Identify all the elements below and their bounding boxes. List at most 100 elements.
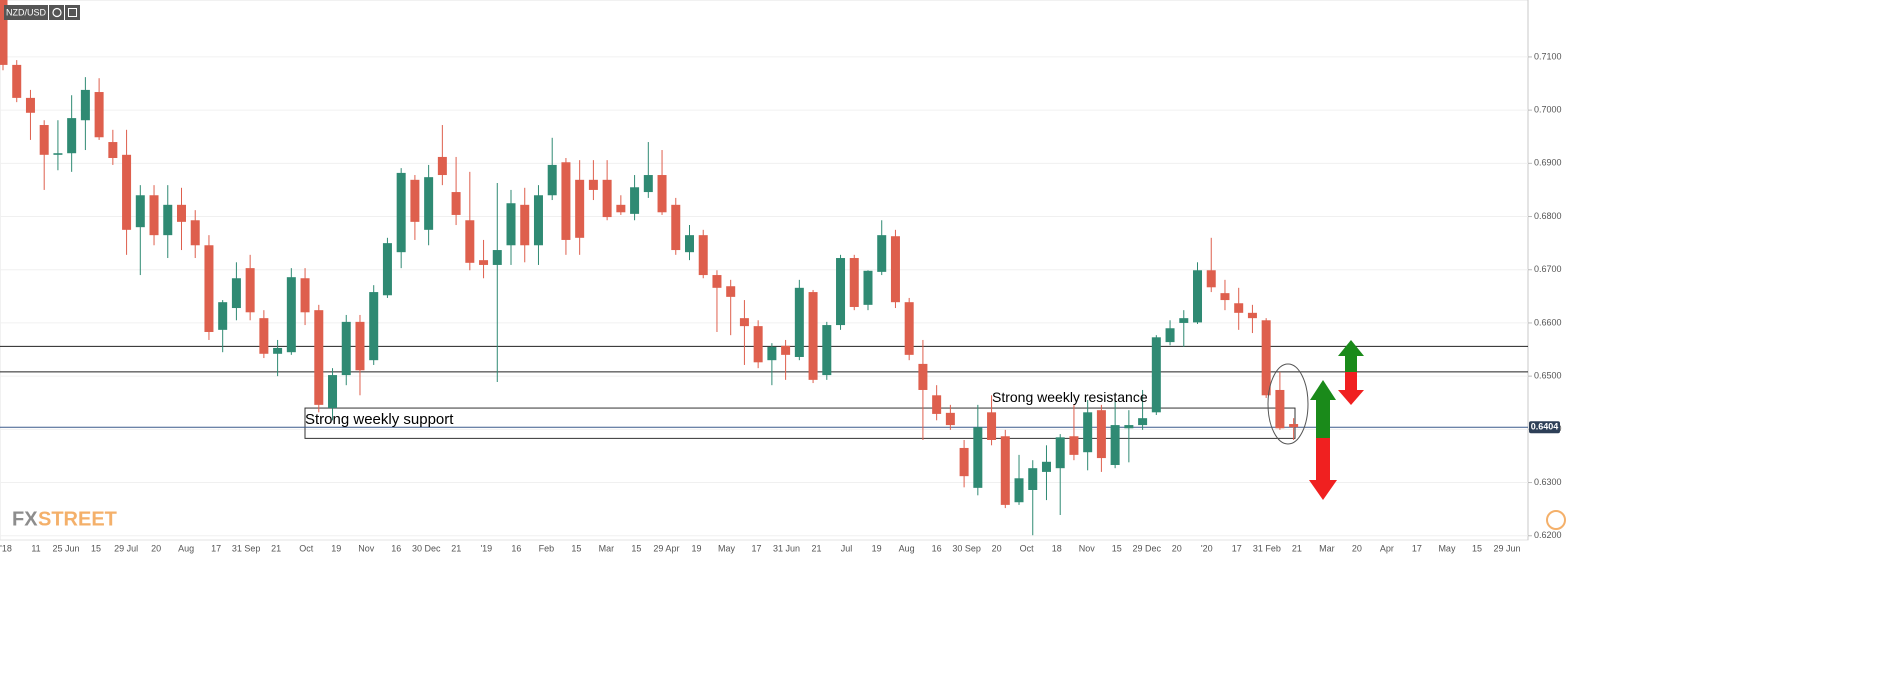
calendar-button[interactable] [65,5,80,20]
x-tick-label: 19 [691,543,701,553]
candle-body [1220,293,1230,301]
candle-body [836,258,846,326]
x-tick-label: May [718,543,736,553]
candle-body [424,177,434,230]
x-tick-label: '20 [1201,543,1213,553]
small-arrow-up-shaft [1345,354,1357,372]
x-tick-label: Oct [299,543,314,553]
x-tick-label: 16 [511,543,521,553]
candle-body [437,156,447,176]
x-tick-label: 30 Sep [952,543,981,553]
small-arrow-down-shaft [1345,372,1357,390]
candle-body [314,310,324,405]
candle-body [135,195,145,228]
x-tick-label: May [1438,543,1456,553]
candle-body [945,412,955,426]
candle-body [808,292,818,380]
x-tick-label: 30 Dec [412,543,441,553]
y-tick-label: 0.6700 [1534,264,1562,274]
last-price-label: 0.6404 [1531,422,1559,432]
refresh-button[interactable] [49,5,64,20]
x-tick-label: 29 Dec [1132,543,1161,553]
candle-body [1193,270,1203,323]
zone [304,407,1296,439]
candle-body [1028,468,1038,490]
candle-body [80,89,90,121]
chat-icon[interactable] [1546,510,1566,530]
candle-body [39,125,49,155]
candle-body [1138,418,1148,426]
candle-body [1055,437,1065,469]
x-tick-label: 29 Jun [1493,543,1520,553]
candle-body [204,245,214,332]
candle-body [1110,425,1120,465]
symbol: NZD/USD [6,7,46,17]
candle-body [1275,389,1285,429]
candle-body [781,345,791,355]
last-price-badge [1529,421,1560,434]
x-tick-label: 29 Jul [114,543,138,553]
candle-body [492,250,502,265]
candle-body [520,204,530,246]
y-tick-label: 0.6200 [1534,530,1562,540]
candle-body [1041,461,1051,472]
x-tick-label: 20 [1172,543,1182,553]
candle-body [616,204,626,213]
candle-body [932,395,942,414]
candle-body [176,204,186,222]
candle-body [53,153,63,155]
x-tick-label: 31 Feb [1253,543,1281,553]
candle-body [739,318,749,327]
candle-body [67,118,77,154]
candle-body [657,175,667,213]
candle-body [533,195,543,246]
x-tick-label: 19 [872,543,882,553]
x-tick-label: Aug [178,543,194,553]
x-tick-label: 17 [1412,543,1422,553]
candle-body [341,321,351,376]
candle-body [122,154,132,230]
x-tick-label: 21 [451,543,461,553]
x-tick-label: 17 [211,543,221,553]
candle-body [602,179,612,218]
candle-body [163,204,173,236]
candle-body [959,447,969,477]
arrow-down-shaft [1316,438,1330,482]
candle-body [1261,320,1271,396]
candle-body [218,302,228,330]
support-label: Strong weekly support [305,411,454,428]
candle-body [1165,328,1175,343]
candle-body [987,412,997,440]
candle-body [108,142,118,159]
candle-body [794,287,804,357]
candle-body [671,204,681,251]
logo-fx: FX [12,508,38,530]
y-tick-label: 0.6500 [1534,371,1562,381]
small-arrow-up-head [1338,340,1364,356]
candle-body [561,162,571,240]
symbol-badge[interactable] [4,5,48,20]
candle-body [149,195,159,236]
candle-body [753,326,763,363]
candle-body [630,187,640,214]
candle-body [410,179,420,222]
candle-body [685,235,694,253]
arrow-down-head [1309,480,1337,500]
x-tick-label: 15 [91,543,101,553]
x-tick-label: 18 [1052,543,1062,553]
candle-body [575,179,585,238]
candle-body [300,278,310,313]
y-tick-label: 0.7100 [1534,51,1562,61]
x-tick-label: Mar [599,543,615,553]
candle-body [355,321,365,371]
x-tick-label: 21 [271,543,281,553]
x-tick-label: Oct [1020,543,1035,553]
candle-body [904,302,914,355]
x-tick-label: Feb [539,543,555,553]
x-tick-label: '18 [0,543,12,553]
candle-body [259,318,269,354]
candle-body [94,92,104,138]
candle-body [863,270,873,305]
candle-body [465,220,475,263]
